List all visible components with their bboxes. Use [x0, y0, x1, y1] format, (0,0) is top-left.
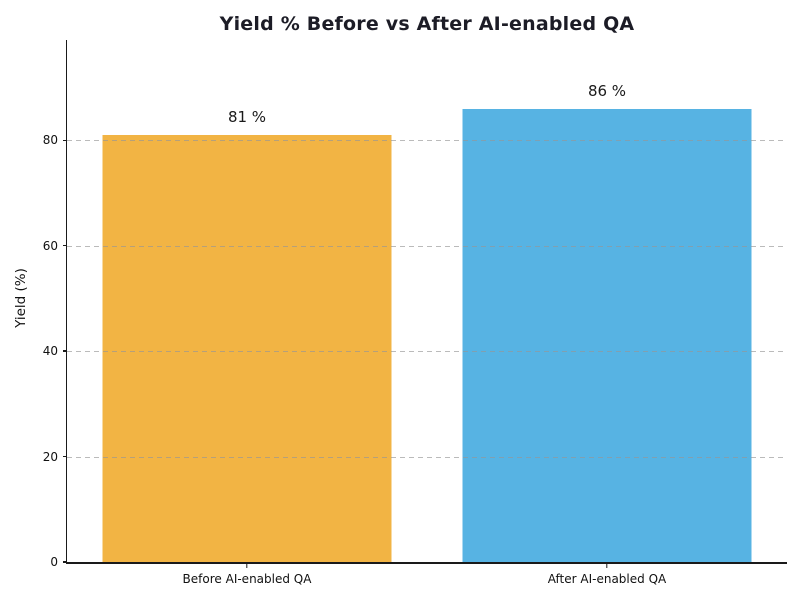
y-tick-40: [62, 350, 67, 352]
x-axis-spine: [65, 562, 787, 564]
x-tick-label: After AI-enabled QA: [547, 572, 667, 586]
y-axis-spine: [65, 40, 67, 564]
y-tick-label: 60: [42, 238, 58, 253]
x-tick-label: Before AI-enabled QA: [182, 572, 312, 586]
bar-value-label: 86 %: [587, 81, 627, 100]
y-tick-label: 0: [50, 555, 58, 569]
bar-1: [102, 134, 392, 562]
y-tick-80: [62, 139, 67, 141]
gridline-80: [67, 140, 787, 142]
plot-area: 81 % 86 % 0 20 40 60 80 Before AI-enabled QA Aft…: [43, 40, 787, 586]
y-axis-label: Yield (%): [13, 268, 29, 328]
bar-2: [462, 108, 752, 562]
gridline-40: [67, 351, 787, 353]
y-tick-20: [62, 455, 67, 458]
y-tick-60: [62, 244, 67, 247]
y-tick-label: 40: [42, 344, 58, 359]
gridline-60: [67, 245, 787, 247]
y-tick-label: 20: [42, 449, 58, 464]
bar-value-label: 81 %: [227, 107, 267, 126]
gridline-20: [67, 456, 787, 458]
x-tick-2: [606, 563, 608, 568]
y-tick-0: [62, 561, 67, 563]
chart-title: Yield % Before vs After AI-enabled QA: [219, 13, 635, 35]
y-tick-label: 80: [42, 133, 58, 148]
x-tick-1: [246, 563, 248, 568]
